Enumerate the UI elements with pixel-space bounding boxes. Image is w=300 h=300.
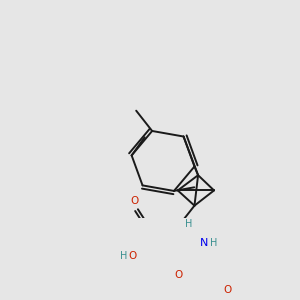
Text: O: O [224,286,232,296]
Text: O: O [130,196,138,206]
Text: O: O [174,269,183,280]
Text: O: O [129,251,137,261]
Text: H: H [210,238,217,248]
Text: N: N [200,238,208,248]
Text: H: H [120,251,127,261]
Text: H: H [185,219,192,229]
